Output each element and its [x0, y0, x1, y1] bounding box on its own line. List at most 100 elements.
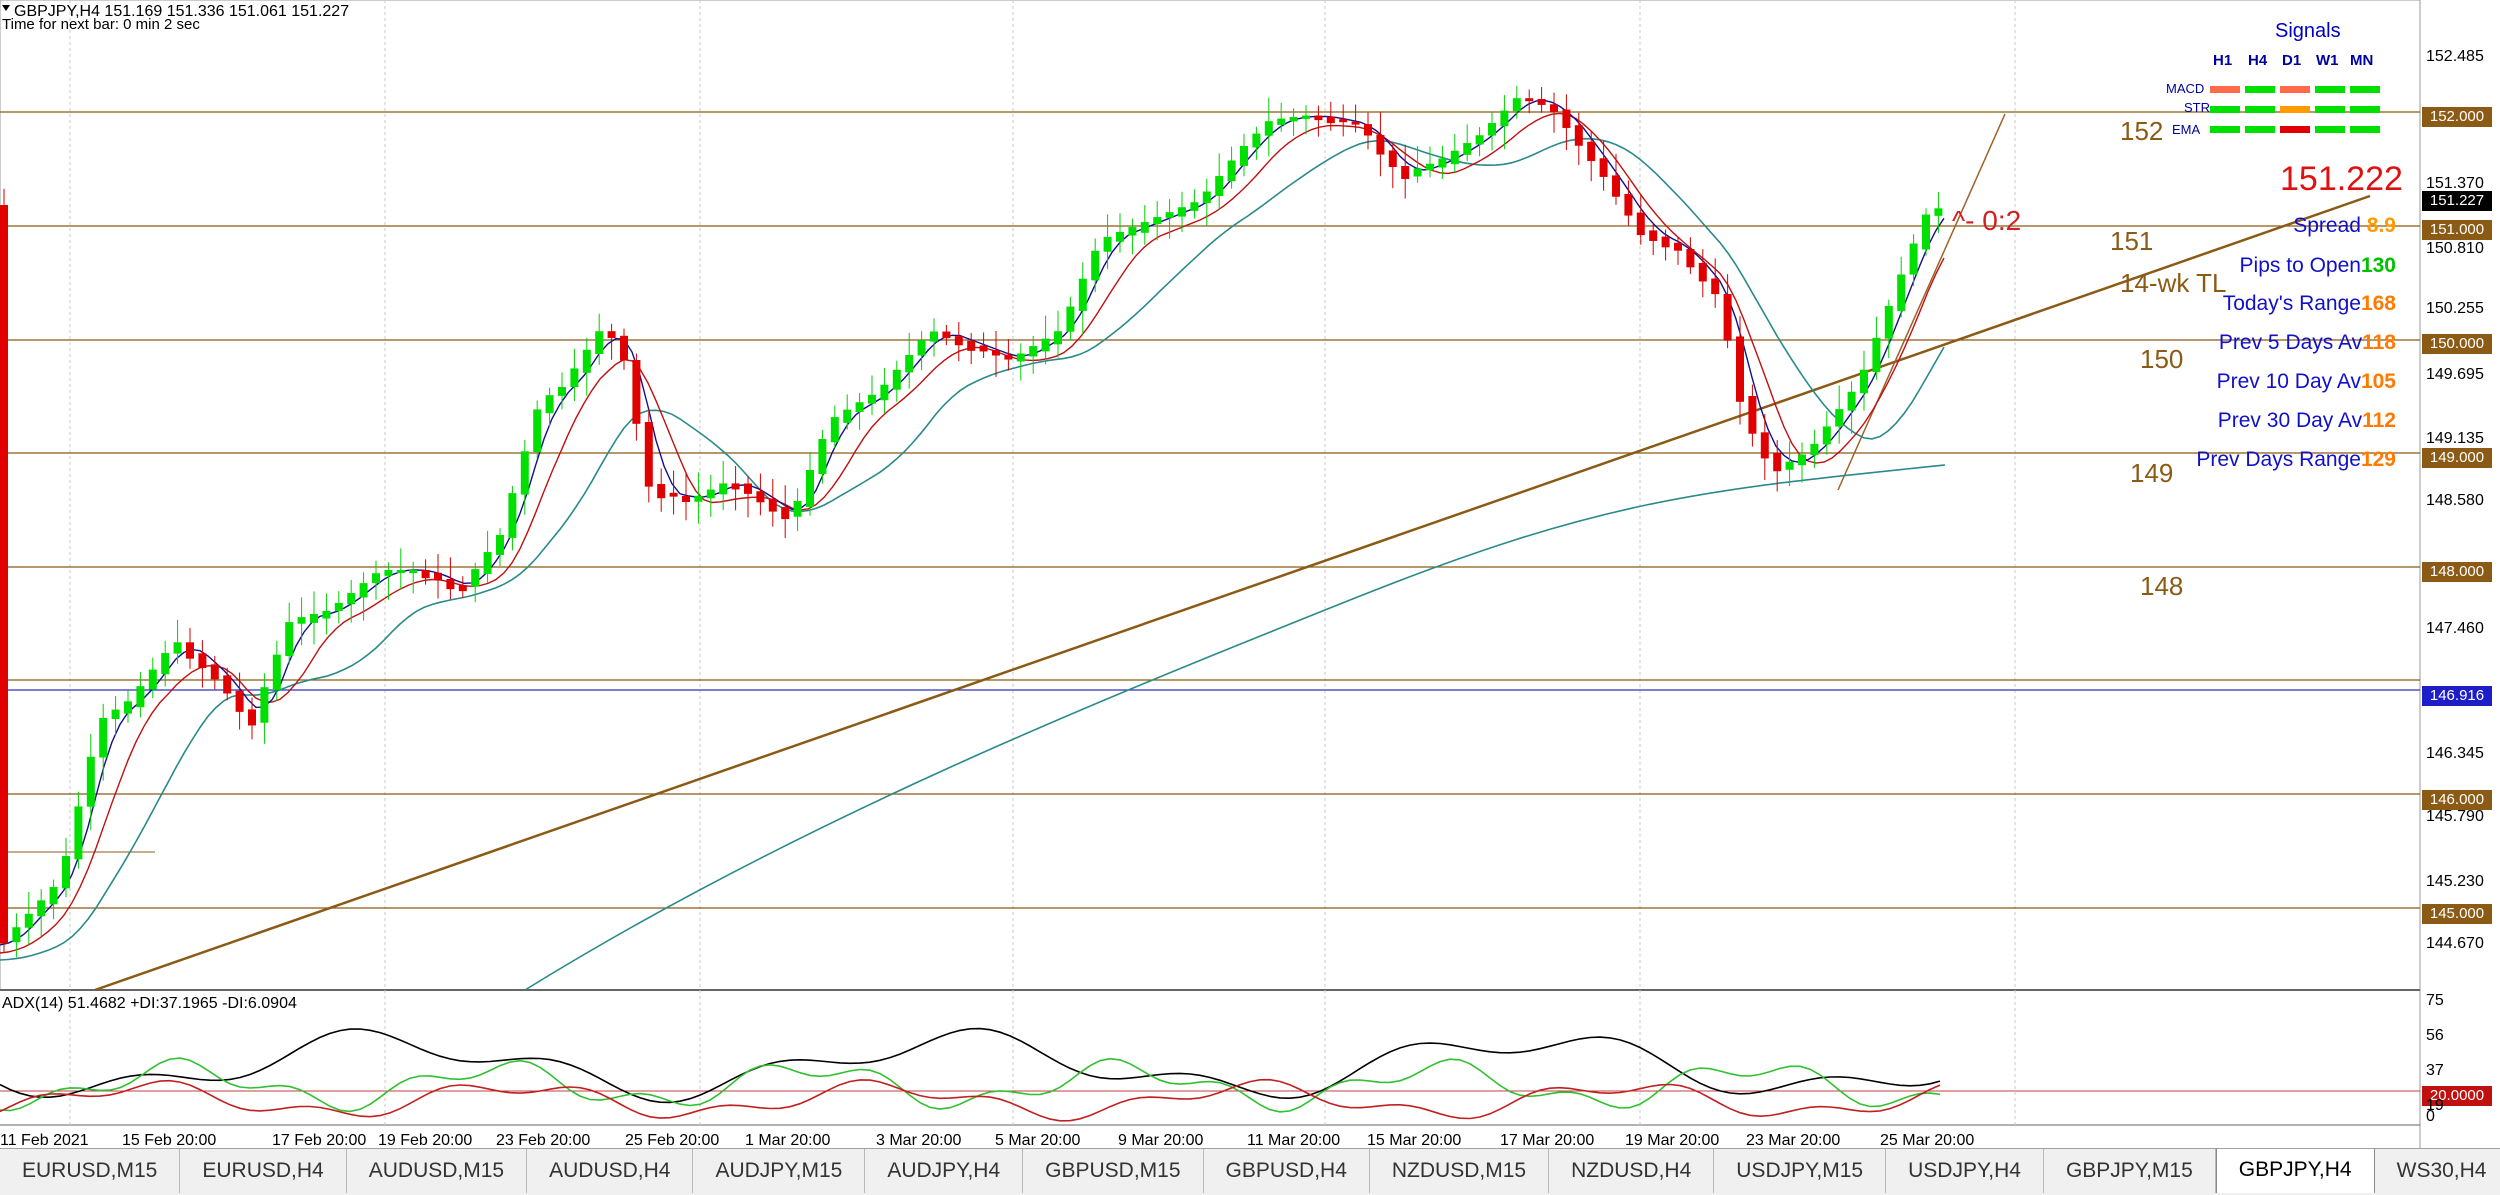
chart-tab[interactable]: GBPUSD,H4: [1204, 1149, 1370, 1193]
ema-mid-line: [0, 137, 1945, 961]
horizontal-levels: [0, 111, 2420, 909]
price-level-tag: 150.000: [2422, 334, 2492, 354]
chart-tab[interactable]: USDJPY,M15: [1714, 1149, 1887, 1193]
chart-tab[interactable]: GBPUSD,M15: [1023, 1149, 1204, 1193]
candle-body: [1661, 236, 1670, 248]
signals-col-mn: MN: [2350, 52, 2374, 69]
candle-body: [669, 492, 678, 497]
time-axis-label: 17 Feb 20:00: [272, 1132, 366, 1149]
candle-body: [880, 384, 889, 401]
candle-body: [1413, 168, 1422, 177]
candle-body: [272, 654, 281, 690]
candle-body: [1450, 150, 1459, 165]
candle-body: [830, 417, 839, 443]
candle-body: [719, 483, 728, 495]
candle-body: [855, 402, 864, 413]
info-value: 129: [2360, 448, 2396, 471]
candle-body: [1240, 146, 1248, 166]
time-axis-label: 15 Feb 20:00: [122, 1132, 216, 1149]
info-label: Today's Range: [2222, 292, 2361, 315]
trendline-label: 14-wk TL: [2120, 268, 2227, 298]
candle-body: [979, 345, 988, 352]
candle-body: [1215, 176, 1224, 197]
chart-tab[interactable]: GBPJPY,H4: [2215, 1149, 2375, 1193]
signal-cell: [2210, 86, 2240, 93]
candle-body: [1376, 135, 1385, 155]
price-axis-label: 148.580: [2426, 492, 2484, 509]
candle-body: [781, 507, 790, 520]
info-label: Spread: [2293, 214, 2367, 237]
candle-body: [582, 349, 591, 373]
signal-cell: [2280, 86, 2310, 93]
info-label: Prev 30 Day Av: [2217, 409, 2363, 432]
signal-cell: [2315, 86, 2345, 93]
price-axis-label: 150.255: [2426, 300, 2484, 317]
price-axis-label: 147.460: [2426, 620, 2484, 637]
candle-body: [111, 709, 120, 720]
chart-tab[interactable]: USDJPY,H4: [1886, 1149, 2044, 1193]
candle-body: [86, 756, 95, 807]
bar-timer: Time for next bar: 0 min 2 sec: [2, 16, 200, 33]
candle-body: [1252, 133, 1261, 148]
candle-body: [1760, 432, 1769, 459]
level-label-151: 151: [2110, 226, 2154, 256]
chart-tab[interactable]: AUDJPY,M15: [693, 1149, 866, 1193]
info-value: 105: [2360, 370, 2396, 393]
ema-blue-line: [0, 99, 1945, 946]
candle-body: [731, 483, 740, 490]
candle-body: [1587, 141, 1596, 162]
time-axis-label: 11 Feb 2021: [0, 1132, 89, 1149]
candle-body: [372, 573, 380, 584]
candle-body: [1178, 207, 1186, 217]
candle-body: [62, 856, 70, 889]
candle-body: [1810, 443, 1819, 456]
candle-body: [285, 622, 294, 657]
candle-body: [793, 501, 802, 517]
info-row: Prev Days Range129: [2196, 448, 2396, 472]
candle-body: [1165, 212, 1174, 218]
chart-tab[interactable]: AUDUSD,H4: [527, 1149, 694, 1193]
chart-tab[interactable]: WS30,H4: [2375, 1149, 2500, 1193]
info-value: 168: [2360, 292, 2396, 315]
info-row: Today's Range168: [2223, 292, 2396, 316]
candle-body: [496, 535, 504, 556]
info-row: Prev 5 Days Av118: [2219, 331, 2396, 355]
level-label-150: 150: [2140, 344, 2184, 374]
candle-body: [657, 484, 666, 499]
candle-body: [892, 369, 901, 390]
candle-body: [446, 579, 455, 590]
candle-body: [508, 493, 517, 538]
candle-body: [1054, 331, 1062, 345]
candle-body: [694, 495, 703, 502]
chart-tab[interactable]: AUDJPY,H4: [865, 1149, 1024, 1193]
price-level-tag: 151.227: [2422, 191, 2492, 211]
candle-body: [843, 409, 852, 423]
level-label-152: 152: [2120, 116, 2164, 146]
candlesticks: [0, 85, 1943, 958]
chart-tab[interactable]: AUDUSD,M15: [347, 1149, 528, 1193]
chart-tab[interactable]: EURUSD,H4: [180, 1149, 347, 1193]
info-value: 112: [2362, 409, 2396, 432]
trendline-14wk: [94, 194, 2371, 992]
price-axis-label: 150.810: [2426, 240, 2484, 257]
time-axis-label: 19 Feb 20:00: [378, 1132, 472, 1149]
candle-body: [632, 360, 641, 424]
candle-body: [545, 395, 554, 414]
candle-body: [1364, 124, 1372, 136]
candle-body: [1636, 212, 1645, 236]
info-row: Pips to Open130: [2240, 254, 2396, 278]
signals-title: Signals: [2275, 20, 2341, 42]
candle-body: [1798, 454, 1806, 466]
info-value: 8.9: [2366, 214, 2396, 237]
signals-col-w1: W1: [2316, 52, 2339, 69]
candle-body: [334, 602, 343, 612]
candle-body: [570, 368, 579, 388]
chart-tab[interactable]: NZDUSD,H4: [1549, 1149, 1715, 1193]
chart-tab[interactable]: NZDUSD,M15: [1370, 1149, 1550, 1193]
price-axis-label: 145.230: [2426, 873, 2484, 890]
info-row: Prev 30 Day Av112: [2218, 409, 2396, 433]
current-price-label: 151.222: [2280, 160, 2403, 198]
chart-tab[interactable]: GBPJPY,M15: [2044, 1149, 2216, 1193]
chart-tab[interactable]: EURUSD,M15: [0, 1149, 181, 1193]
